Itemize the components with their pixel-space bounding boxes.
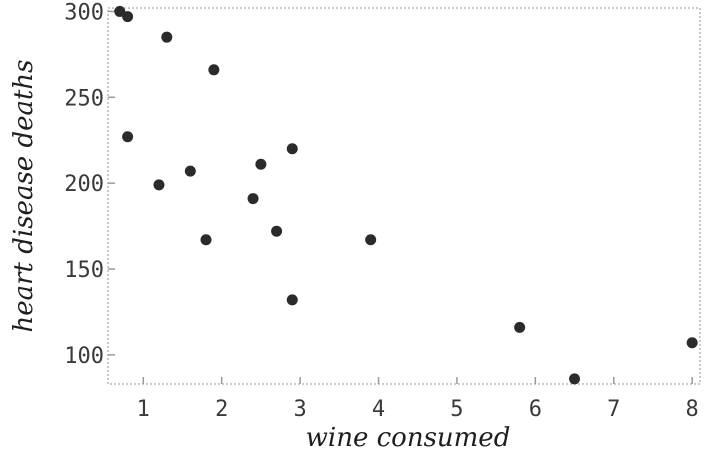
data-point: [365, 234, 377, 246]
data-point: [271, 225, 283, 237]
y-tick-label: 200: [64, 172, 104, 197]
data-point: [247, 193, 259, 205]
data-point: [153, 179, 165, 191]
y-tick-label: 300: [64, 0, 104, 25]
plot-frame: [107, 7, 701, 385]
data-point: [569, 373, 581, 385]
data-point: [286, 143, 298, 155]
data-point: [686, 337, 698, 349]
y-tick-label: 150: [64, 258, 104, 283]
x-tick-label: 2: [215, 397, 228, 422]
y-axis: 100 150 200 250 300: [64, 0, 115, 369]
y-axis-label: heart disease deaths: [9, 59, 39, 332]
x-tick-label: 5: [450, 397, 463, 422]
data-point: [208, 64, 220, 76]
x-tick-label: 1: [137, 397, 150, 422]
data-point: [114, 5, 126, 17]
data-point: [255, 158, 267, 170]
x-axis: 1 2 3 4 5 6 7 8: [137, 377, 699, 422]
x-tick-label: 7: [607, 397, 620, 422]
data-point: [161, 31, 173, 43]
x-axis-label: wine consumed: [306, 423, 511, 452]
data-point: [514, 321, 526, 333]
data-point: [200, 234, 212, 246]
data-point: [122, 131, 134, 143]
x-tick-label: 8: [686, 397, 699, 422]
data-point: [286, 294, 298, 306]
data-point: [122, 11, 134, 23]
x-tick-label: 4: [372, 397, 385, 422]
data-points: [114, 5, 698, 385]
x-tick-label: 3: [293, 397, 306, 422]
x-tick-label: 6: [529, 397, 542, 422]
y-tick-label: 100: [64, 344, 104, 369]
y-tick-label: 250: [64, 86, 104, 111]
data-point: [184, 165, 196, 177]
